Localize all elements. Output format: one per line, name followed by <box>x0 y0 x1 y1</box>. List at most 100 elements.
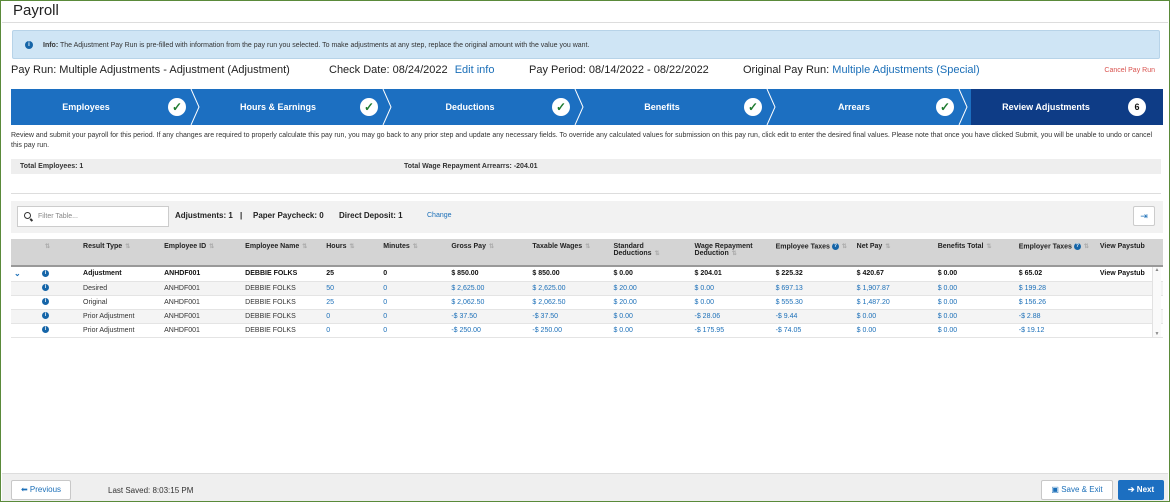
header-net-pay[interactable]: Net Pay ⇅ <box>853 239 935 267</box>
cell-standard-deductions: $ 0.00 <box>610 309 692 324</box>
check-date: Check Date: 08/24/2022 Edit info <box>329 64 494 76</box>
cell-gross-pay: $ 2,625.00 <box>448 281 530 296</box>
arrow-left-icon: ⬅ <box>20 485 28 494</box>
header-label: Result Type <box>83 243 123 250</box>
step-label: Review Adjustments <box>1002 102 1090 112</box>
cell-standard-deductions: $ 20.00 <box>610 295 692 310</box>
header-standard-deductions[interactable]: Standard Deductions ⇅ <box>610 239 692 267</box>
cell-employee-name: DEBBIE FOLKS <box>242 309 324 324</box>
cell-wage-repayment: $ 204.01 <box>691 266 773 282</box>
scroll-down-icon[interactable]: ▼ <box>1154 331 1160 337</box>
header-employee-name[interactable]: Employee Name ⇅ <box>242 239 324 267</box>
step-arrears[interactable]: Arrears ✓ <box>779 89 971 125</box>
header-gross-pay[interactable]: Gross Pay ⇅ <box>448 239 530 267</box>
review-description: Review and submit your payroll for this … <box>11 132 1153 149</box>
header-taxable-wages[interactable]: Taxable Wages ⇅ <box>529 239 611 267</box>
sort-icon: ⇅ <box>209 244 215 250</box>
header-minutes[interactable]: Minutes ⇅ <box>380 239 449 267</box>
table-row: i Prior Adjustment ANHDF001 DEBBIE FOLKS… <box>11 323 1163 338</box>
step-employees[interactable]: Employees ✓ <box>11 89 203 125</box>
info-icon[interactable]: i <box>42 312 50 320</box>
step-number-badge: 6 <box>1128 98 1146 116</box>
scroll-up-icon[interactable]: ▲ <box>1154 267 1160 273</box>
cell-taxable-wages: -$ 250.00 <box>529 323 611 338</box>
export-icon: ⇥ <box>1140 211 1148 221</box>
wizard-steps: Employees ✓ Hours & Earnings ✓ Deduction… <box>11 89 1163 125</box>
previous-button[interactable]: ⬅ Previous <box>11 480 71 500</box>
check-icon: ✓ <box>168 98 186 116</box>
step-deductions[interactable]: Deductions ✓ <box>395 89 587 125</box>
step-review-adjustments[interactable]: Review Adjustments 6 <box>971 89 1163 125</box>
next-label: Next <box>1136 485 1155 494</box>
original-pay-run-label: Original Pay Run: <box>743 64 830 76</box>
expand-cell <box>11 309 40 324</box>
cell-benefits-total: $ 0.00 <box>934 281 1016 296</box>
footer-bar: ⬅ Previous Last Saved: 8:03:15 PM ▣ Save… <box>2 473 1168 501</box>
info-banner: i Info: The Adjustment Pay Run is pre-fil… <box>12 30 1160 59</box>
info-icon[interactable]: i <box>42 270 50 278</box>
cell-employee-taxes: $ 555.30 <box>772 295 854 310</box>
header-hours[interactable]: Hours ⇅ <box>323 239 381 267</box>
cancel-pay-run-link[interactable]: Cancel Pay Run <box>1104 67 1155 74</box>
row-info-cell: i <box>39 295 81 310</box>
sort-icon: ⇅ <box>654 251 660 257</box>
save-exit-button[interactable]: ▣ Save & Exit <box>1041 480 1113 500</box>
next-button[interactable]: ➔ Next <box>1118 480 1164 500</box>
expand-cell <box>11 281 40 296</box>
header-info[interactable]: ⇅ <box>39 239 81 267</box>
cell-view-paystub <box>1096 281 1163 296</box>
cell-result-type: Original <box>80 295 162 310</box>
cell-benefits-total: $ 0.00 <box>934 323 1016 338</box>
cell-employer-taxes: $ 65.02 <box>1015 266 1097 282</box>
header-employer-taxes[interactable]: Employer Taxes ? ⇅ <box>1015 239 1097 267</box>
cell-hours: 25 <box>323 266 381 282</box>
step-label: Deductions <box>445 102 495 112</box>
original-pay-run-link[interactable]: Multiple Adjustments (Special) <box>832 64 980 76</box>
header-employee-taxes[interactable]: Employee Taxes ? ⇅ <box>772 239 854 267</box>
header-label: Employer Taxes <box>1018 243 1072 251</box>
step-benefits[interactable]: Benefits ✓ <box>587 89 779 125</box>
sort-icon: ⇅ <box>885 244 891 250</box>
filter-input[interactable]: Filter Table... <box>17 206 169 227</box>
cell-taxable-wages: $ 2,062.50 <box>529 295 611 310</box>
info-icon: i <box>25 41 33 50</box>
pay-period: Pay Period: 08/14/2022 - 08/22/2022 <box>529 64 709 76</box>
header-label: Standard Deductions <box>613 243 652 257</box>
count-separator: | <box>240 211 243 220</box>
cell-result-type: Desired <box>80 281 162 296</box>
original-pay-run: Original Pay Run: Multiple Adjustments (… <box>743 64 980 76</box>
view-paystub-link[interactable]: View Paystub <box>1096 266 1163 282</box>
cell-net-pay: $ 0.00 <box>853 309 935 324</box>
table-toolbar: Filter Table... Adjustments: 1 | Paper P… <box>11 201 1163 233</box>
header-employee-id[interactable]: Employee ID ⇅ <box>161 239 243 267</box>
cell-employee-name: DEBBIE FOLKS <box>242 281 324 296</box>
expand-cell <box>11 295 40 310</box>
header-benefits-total[interactable]: Benefits Total ⇅ <box>934 239 1016 267</box>
step-hours-earnings[interactable]: Hours & Earnings ✓ <box>203 89 395 125</box>
expand-toggle[interactable]: ⌄ <box>11 266 40 282</box>
header-result-type[interactable]: Result Type ⇅ <box>80 239 162 267</box>
header-wage-repayment[interactable]: Wage Repayment Deduction ⇅ <box>691 239 773 267</box>
table-header-row: ⇅ Result Type ⇅ Employee ID ⇅ Employee Nam… <box>11 239 1163 267</box>
help-icon[interactable]: ? <box>1073 243 1081 250</box>
edit-info-link[interactable]: Edit info <box>454 64 495 76</box>
step-label: Benefits <box>644 102 680 112</box>
cell-employee-name: DEBBIE FOLKS <box>242 266 324 282</box>
export-button[interactable]: ⇥ <box>1133 206 1155 226</box>
cell-employee-taxes: -$ 74.05 <box>772 323 854 338</box>
info-icon[interactable]: i <box>42 284 50 292</box>
sort-icon: ⇅ <box>349 244 355 250</box>
cell-hours: 0 <box>323 309 381 324</box>
chevron-down-icon[interactable]: ⌄ <box>14 269 21 279</box>
info-icon[interactable]: i <box>42 298 50 306</box>
table-scrollbar[interactable]: ▲ ▼ <box>1152 267 1161 337</box>
header-label: Taxable Wages <box>532 243 583 250</box>
help-icon[interactable]: ? <box>831 243 839 250</box>
check-icon: ✓ <box>552 98 570 116</box>
cell-taxable-wages: -$ 37.50 <box>529 309 611 324</box>
info-icon[interactable]: i <box>42 326 50 334</box>
cell-wage-repayment: -$ 175.95 <box>691 323 773 338</box>
change-link[interactable]: Change <box>427 212 452 219</box>
cell-employee-id: ANHDF001 <box>161 266 243 282</box>
sort-icon: ⇅ <box>731 251 737 257</box>
